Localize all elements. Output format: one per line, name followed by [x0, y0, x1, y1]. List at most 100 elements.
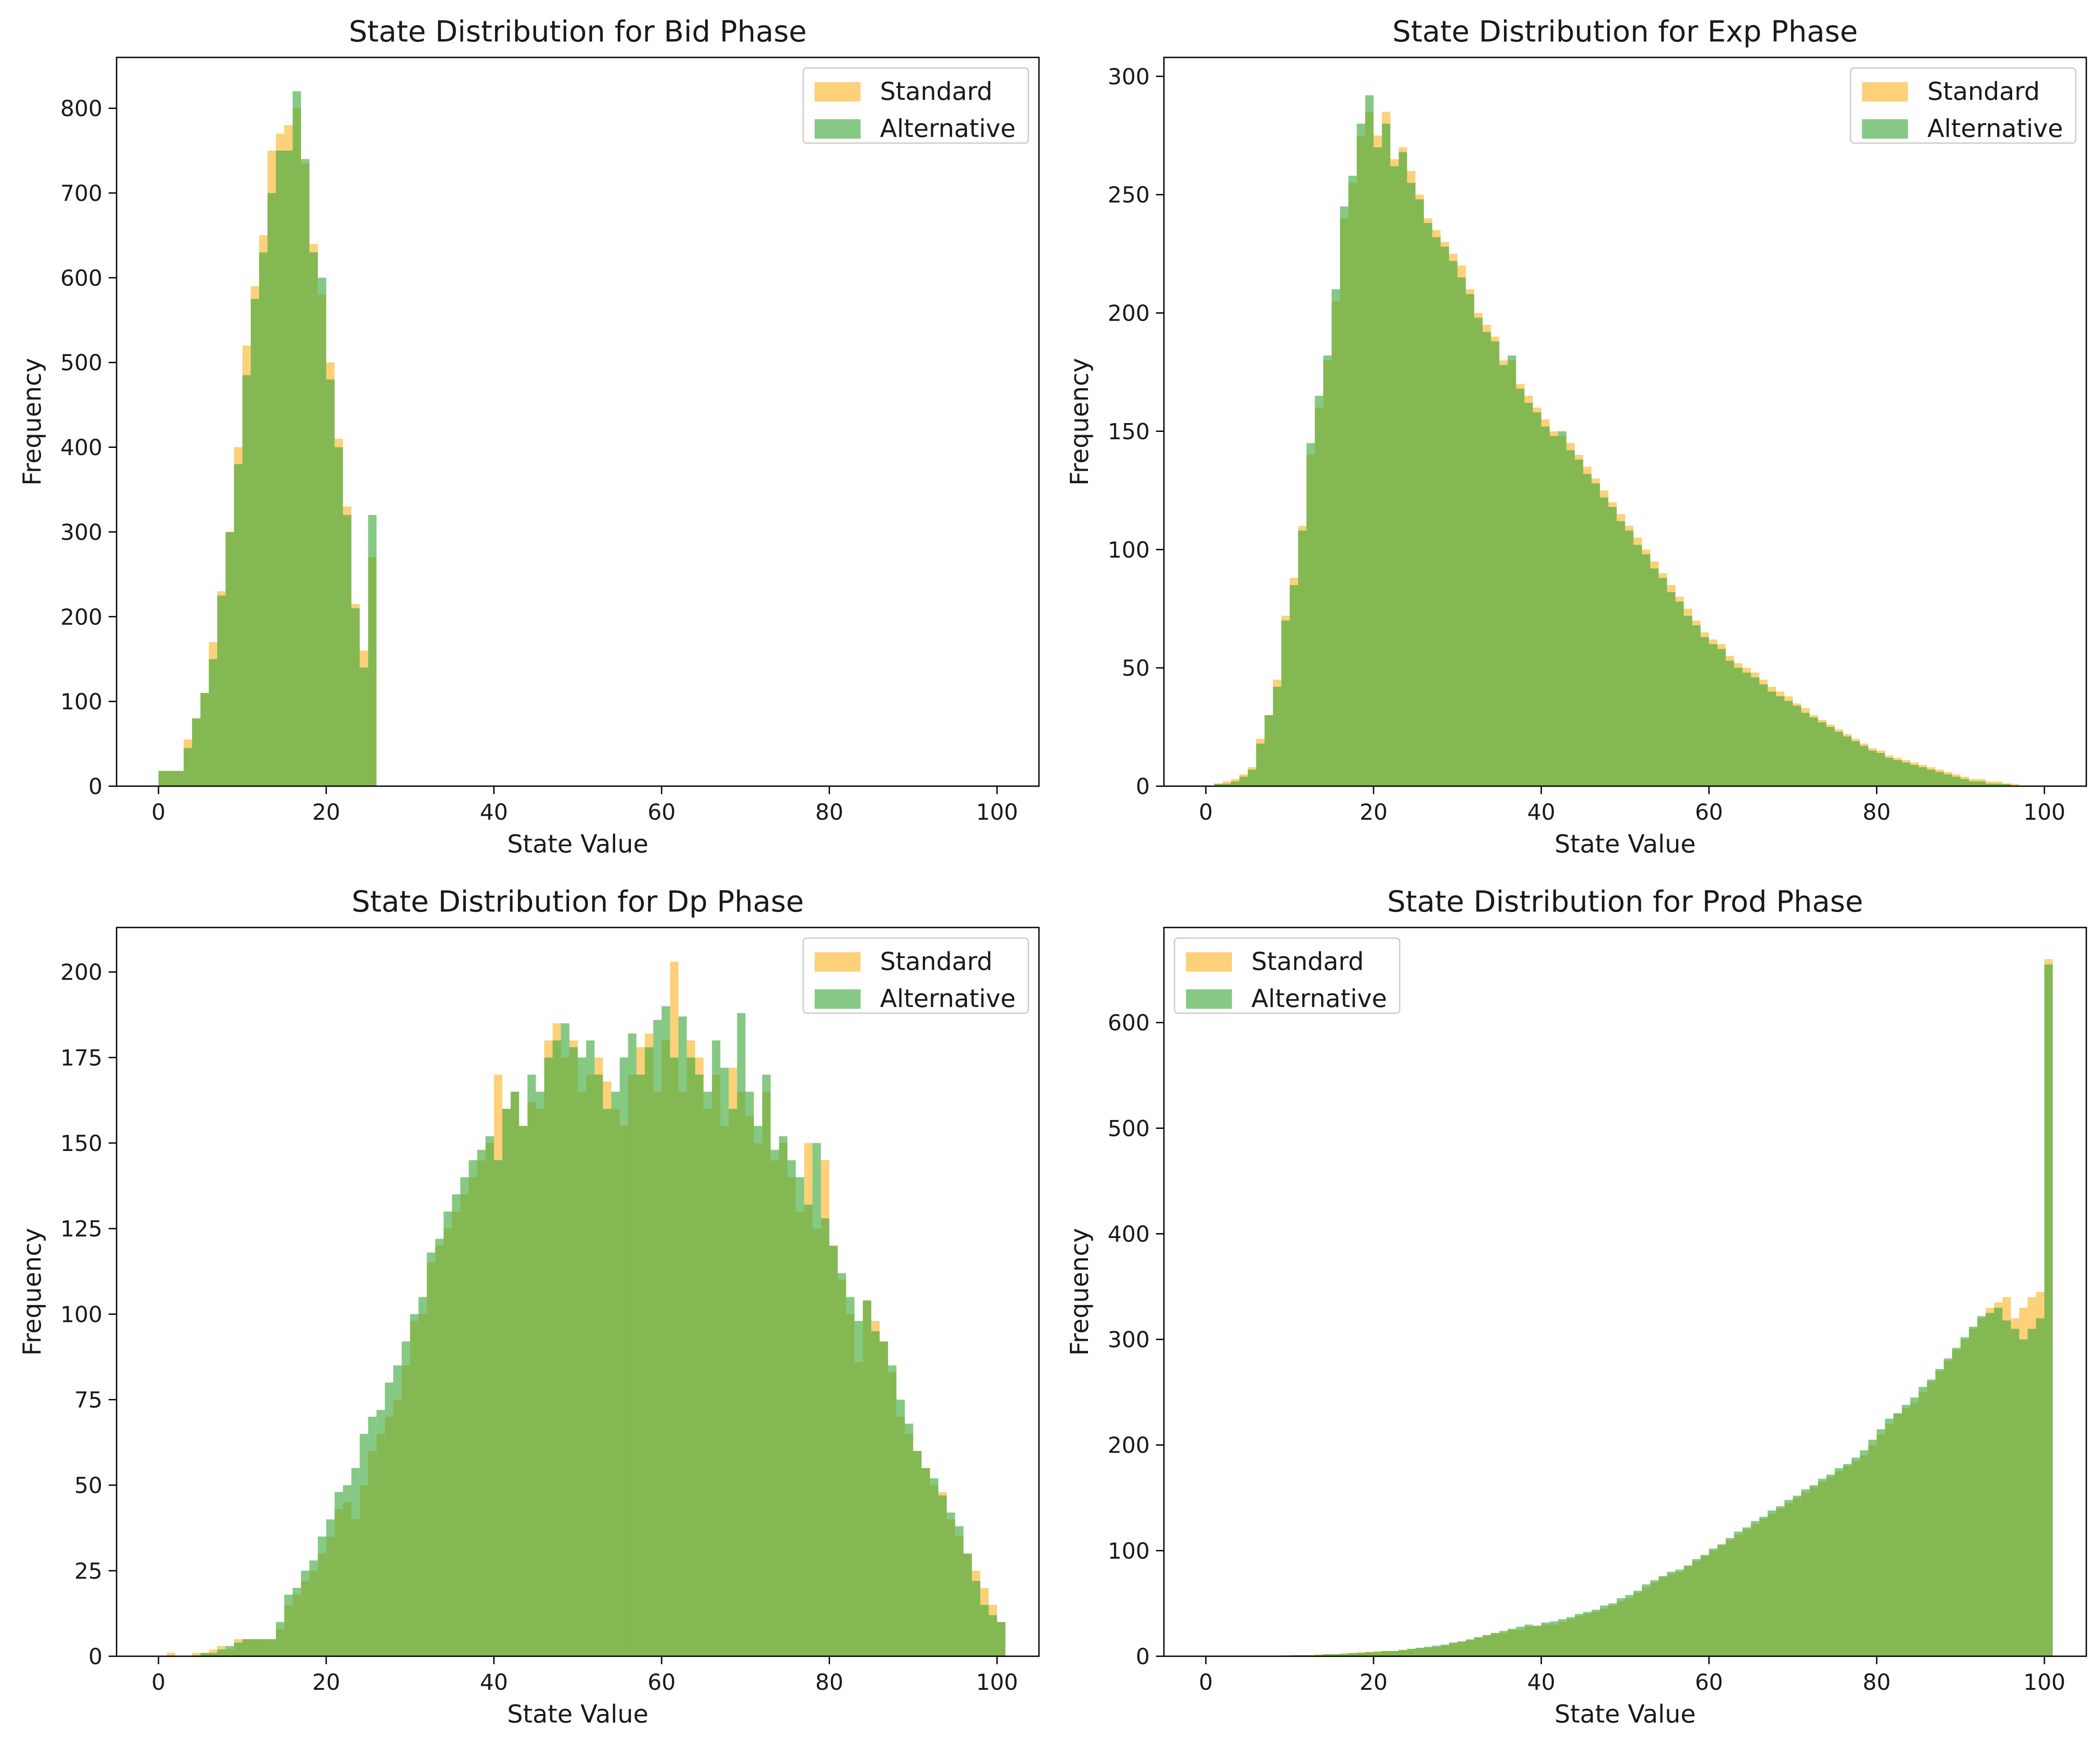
bar — [1323, 1654, 1332, 1656]
bar — [1684, 616, 1692, 786]
bar — [418, 1297, 427, 1656]
x-tick-label: 40 — [1527, 1670, 1556, 1695]
bar — [2019, 1339, 2028, 1656]
y-tick-label: 300 — [60, 519, 102, 545]
y-tick-label: 600 — [1108, 1010, 1150, 1036]
bar — [1507, 1628, 1516, 1656]
bar — [376, 1410, 385, 1656]
bar — [905, 1423, 914, 1656]
bar — [796, 1177, 804, 1656]
bar — [737, 1013, 746, 1656]
y-tick-label: 25 — [74, 1558, 102, 1584]
bar — [628, 1034, 637, 1656]
bar — [1566, 1617, 1575, 1656]
bar — [1264, 715, 1273, 786]
bar — [896, 1400, 905, 1656]
bar — [2002, 784, 2011, 786]
x-tick-label: 100 — [976, 1670, 1018, 1695]
bar — [1424, 223, 1432, 786]
bar — [636, 1075, 645, 1656]
bar — [1726, 1538, 1734, 1656]
bar — [1323, 356, 1332, 786]
bar — [1633, 545, 1642, 786]
bar — [1482, 1635, 1491, 1656]
bar — [1944, 774, 1953, 786]
chart-title: State Distribution for Prod Phase — [1387, 885, 1863, 919]
bar — [972, 1581, 981, 1656]
bar — [611, 1091, 620, 1656]
x-tick-label: 100 — [2023, 799, 2065, 825]
bar — [460, 1177, 469, 1656]
bar — [1860, 746, 1869, 786]
bar — [854, 1321, 863, 1656]
bar — [166, 1653, 175, 1656]
y-axis-label: Frequency — [1065, 358, 1094, 485]
x-axis-label: State Value — [1555, 830, 1696, 859]
x-axis-label: State Value — [507, 1700, 649, 1729]
y-tick-label: 0 — [88, 1644, 102, 1670]
x-axis-label: State Value — [1555, 1700, 1696, 1729]
bar — [1533, 412, 1541, 786]
bar — [477, 1150, 486, 1656]
bar — [1415, 199, 1424, 786]
bar — [1533, 1625, 1541, 1656]
bar — [703, 1091, 712, 1656]
bar — [771, 1150, 779, 1656]
y-axis-label: Frequency — [18, 1228, 47, 1355]
y-tick-label: 200 — [60, 604, 102, 630]
chart-panel-1: 0 20 40 60 80 100 0 100 200 300 400 500 600 700 800 Sta… — [18, 15, 1040, 859]
bar — [578, 1057, 586, 1656]
bar — [1801, 712, 1810, 786]
bar — [1432, 1646, 1441, 1656]
chart-title: State Distribution for Bid Phase — [349, 15, 807, 49]
bar — [1231, 781, 1239, 786]
bar — [368, 515, 377, 786]
bar — [1331, 289, 1340, 786]
bar — [678, 1016, 687, 1656]
legend-label-standard: Standard — [1927, 77, 2040, 106]
bar — [712, 1040, 721, 1656]
bar — [1273, 687, 1281, 786]
bar — [2002, 1320, 2011, 1656]
legend-label-alternative: Alternative — [1927, 114, 2063, 143]
bar — [1877, 753, 1885, 786]
bar — [1457, 1641, 1466, 1656]
bar — [1868, 750, 1877, 786]
bar — [1658, 1576, 1667, 1656]
bar — [1608, 1603, 1617, 1656]
bar — [443, 1211, 452, 1656]
bar — [1365, 95, 1374, 787]
y-tick-label: 200 — [1108, 301, 1150, 326]
bar — [536, 1091, 544, 1656]
bar — [871, 1331, 880, 1656]
bar — [1809, 1485, 1818, 1656]
bar — [1558, 1619, 1567, 1656]
bar — [1658, 578, 1667, 786]
bar — [359, 667, 368, 786]
bar — [1742, 1527, 1751, 1656]
bar — [1440, 1644, 1449, 1656]
series-alternative — [1289, 964, 2053, 1656]
bar — [1885, 1419, 1894, 1656]
bar — [1306, 443, 1315, 786]
bar — [2036, 1318, 2045, 1656]
bar — [745, 1091, 754, 1656]
bar — [502, 1109, 511, 1656]
bar — [200, 693, 209, 786]
bar — [1348, 1653, 1357, 1656]
plot-frame — [116, 57, 1040, 787]
x-tick-label: 80 — [815, 1670, 843, 1695]
bar — [1935, 1369, 1944, 1656]
legend-swatch-alternative — [1186, 989, 1232, 1009]
y-tick-label: 100 — [60, 1302, 102, 1327]
bar — [1432, 237, 1441, 786]
bar — [1768, 691, 1776, 786]
bar — [385, 1382, 393, 1656]
bar — [1516, 1627, 1525, 1656]
bar — [1977, 1316, 1986, 1656]
bar — [1440, 246, 1449, 786]
legend-label-standard: Standard — [1251, 947, 1364, 976]
bar — [1843, 736, 1852, 786]
bar — [510, 1091, 519, 1656]
bar — [1960, 779, 1969, 786]
